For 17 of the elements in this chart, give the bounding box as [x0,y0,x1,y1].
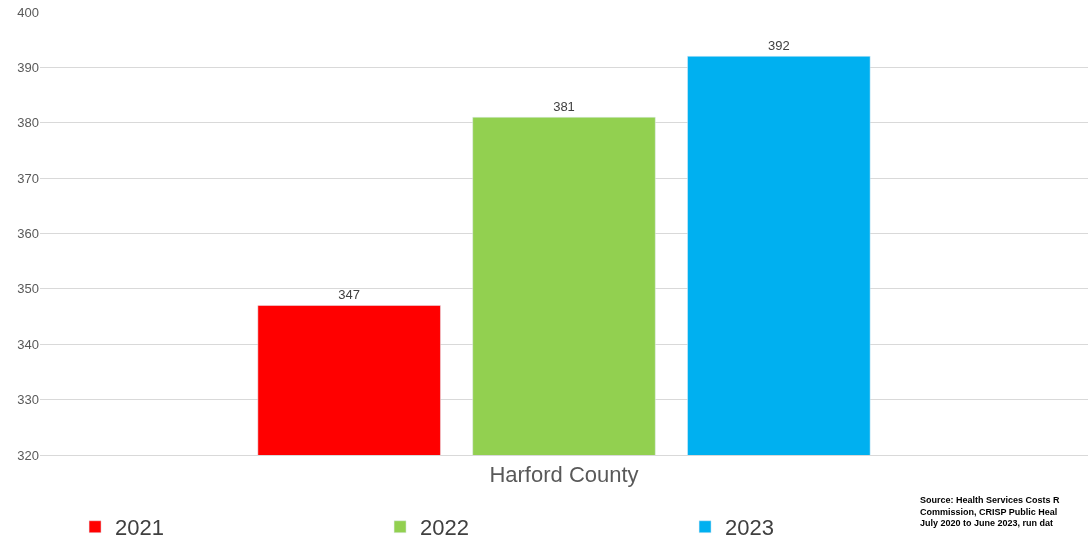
x-tick-label: Harford County [489,462,639,488]
legend-label: 2021 [115,515,165,541]
source-note: Source: Health Services Costs R Commission, CRISP Public Heal July 2020 to June 2023, run dat [920,495,1061,529]
data-label: 392 [767,38,790,54]
y-tick-label: 330 [17,392,39,408]
legend-label: 2022 [420,515,470,541]
y-tick-label: 400 [17,4,39,20]
y-tick-label: 390 [17,59,39,75]
data-label: 347 [338,287,361,303]
y-tick-label: 320 [17,447,39,463]
y-tick-label: 340 [17,336,39,352]
data-label: 381 [553,99,575,115]
y-tick-label: 350 [17,281,39,297]
y-tick-label: 360 [17,226,39,242]
y-tick-label: 380 [17,115,39,131]
legend-label: 2023 [725,515,775,541]
y-tick-label: 370 [17,170,39,186]
